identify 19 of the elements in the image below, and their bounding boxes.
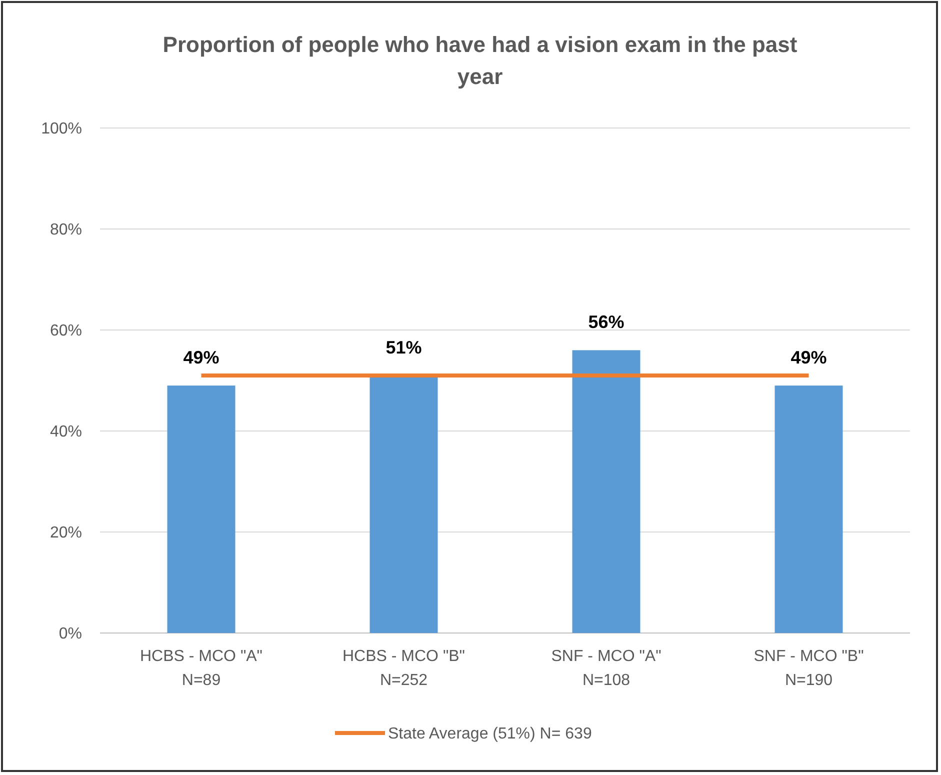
x-tick-label: SNF - MCO "A" N=108 [551, 648, 662, 689]
bar [774, 386, 843, 633]
data-label: 51% [386, 337, 422, 358]
y-tick-label: 20% [50, 524, 82, 542]
y-tick-label: 0% [58, 626, 82, 643]
x-tick-label: HCBS - MCO "B" N=252 [342, 648, 465, 689]
x-tick-label: SNF - MCO "B" N=190 [754, 648, 864, 689]
bar [572, 350, 640, 633]
legend-label: State Average (51%) N= 639 [388, 726, 592, 743]
chart-title: Proportion of people who have had a vision exam in the past year [162, 32, 798, 89]
y-tick-label: 80% [50, 222, 82, 239]
y-tick-label: 60% [50, 322, 82, 340]
y-tick-label: 100% [41, 120, 82, 138]
bar [167, 386, 236, 633]
data-label: 56% [588, 312, 624, 332]
y-tick-label: 40% [50, 424, 82, 441]
data-label: 49% [790, 348, 827, 368]
data-label: 49% [183, 348, 220, 368]
x-tick-label: HCBS - MCO "A" N=89 [140, 648, 262, 689]
